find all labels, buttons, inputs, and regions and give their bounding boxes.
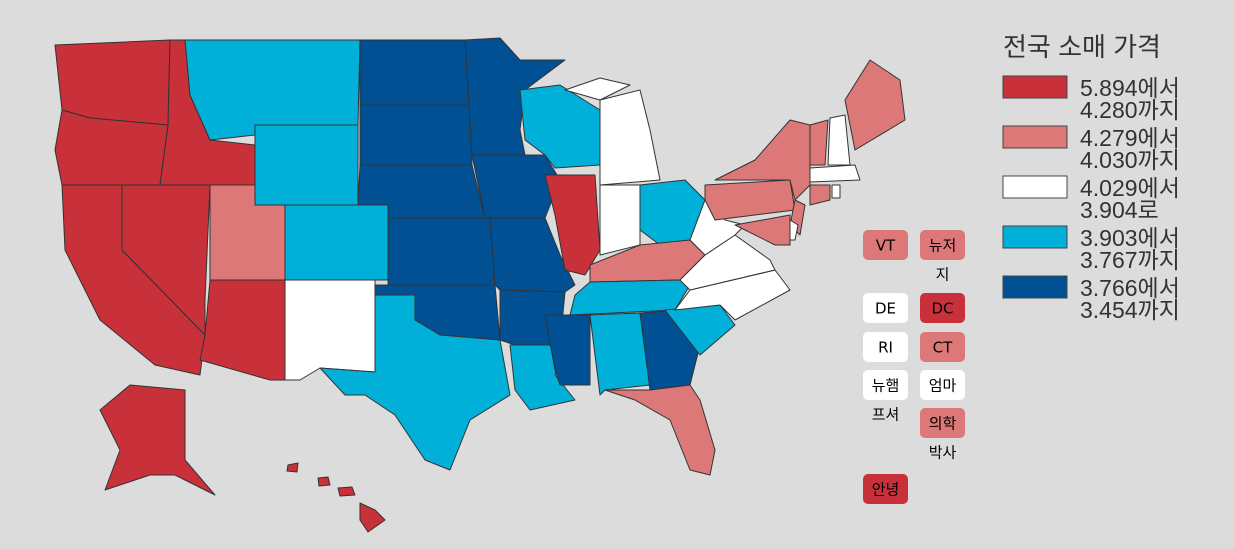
legend-label: 3.454까지 — [1080, 297, 1180, 323]
small-state-box — [863, 293, 908, 323]
state — [789, 219, 799, 241]
small-state-label: 뉴저 — [929, 237, 957, 255]
legend-label: 4.029에서 — [1080, 175, 1180, 201]
small-state-label: DC — [931, 300, 953, 318]
state — [831, 184, 841, 199]
state — [604, 384, 716, 476]
state — [387, 217, 496, 286]
legend-swatch — [1002, 175, 1068, 199]
state — [284, 279, 376, 381]
legend-swatch — [1002, 275, 1068, 299]
state — [599, 184, 641, 256]
small-state-label: 프셔 — [872, 406, 900, 424]
state — [286, 462, 299, 473]
legend-swatch — [1002, 225, 1068, 249]
state — [359, 502, 386, 533]
state — [689, 199, 746, 256]
small-state-label: 의학 — [929, 415, 957, 433]
state — [337, 486, 356, 497]
state — [319, 294, 511, 471]
small-state-box — [920, 408, 965, 438]
legend-label: 3.903에서 — [1080, 225, 1180, 251]
small-state-label: CT — [933, 339, 953, 357]
state — [54, 39, 171, 126]
legend-label: 4.279에서 — [1080, 125, 1180, 151]
small-state-box — [863, 370, 908, 400]
legend-label: 4.030까지 — [1080, 147, 1180, 173]
small-state-label: 지 — [936, 266, 950, 284]
state — [844, 59, 906, 151]
small-state-label: DE — [875, 300, 896, 318]
state — [704, 179, 796, 221]
legend-label: 3.766에서 — [1080, 275, 1180, 301]
legend-swatch — [1002, 125, 1068, 149]
legend-swatch — [1002, 75, 1068, 99]
state — [359, 104, 473, 166]
state — [254, 124, 359, 206]
small-state-label: 안녕 — [872, 481, 900, 499]
legend-label: 3.904로 — [1080, 197, 1159, 223]
state — [809, 184, 831, 206]
legend-label: 5.894에서 — [1080, 75, 1180, 101]
state — [471, 154, 561, 219]
state — [589, 312, 651, 396]
small-state-box — [863, 332, 908, 362]
small-state-box — [863, 474, 908, 504]
small-state-label: RI — [878, 339, 893, 357]
state — [599, 89, 661, 186]
states — [54, 37, 906, 533]
state — [734, 214, 791, 246]
small-state-label: 박사 — [929, 444, 957, 462]
small-state-box — [920, 293, 965, 323]
state — [544, 174, 601, 276]
state — [809, 164, 861, 183]
small-state-box — [920, 230, 965, 260]
state — [99, 384, 216, 496]
small-state-box — [863, 230, 908, 260]
state — [564, 77, 631, 101]
state — [809, 119, 829, 166]
state — [317, 476, 331, 487]
small-state-box — [920, 370, 965, 400]
legend-label: 3.767까지 — [1080, 247, 1180, 273]
state — [359, 39, 471, 106]
legend-label: 4.280까지 — [1080, 97, 1180, 123]
small-state-label: 뉴햄 — [872, 377, 900, 395]
legend-title: 전국 소매 가격 — [1003, 32, 1161, 62]
small-state-box — [920, 332, 965, 362]
small-state-label: VT — [876, 237, 896, 255]
small-state-label: 엄마 — [929, 377, 957, 395]
state — [544, 314, 591, 386]
state — [284, 204, 389, 281]
